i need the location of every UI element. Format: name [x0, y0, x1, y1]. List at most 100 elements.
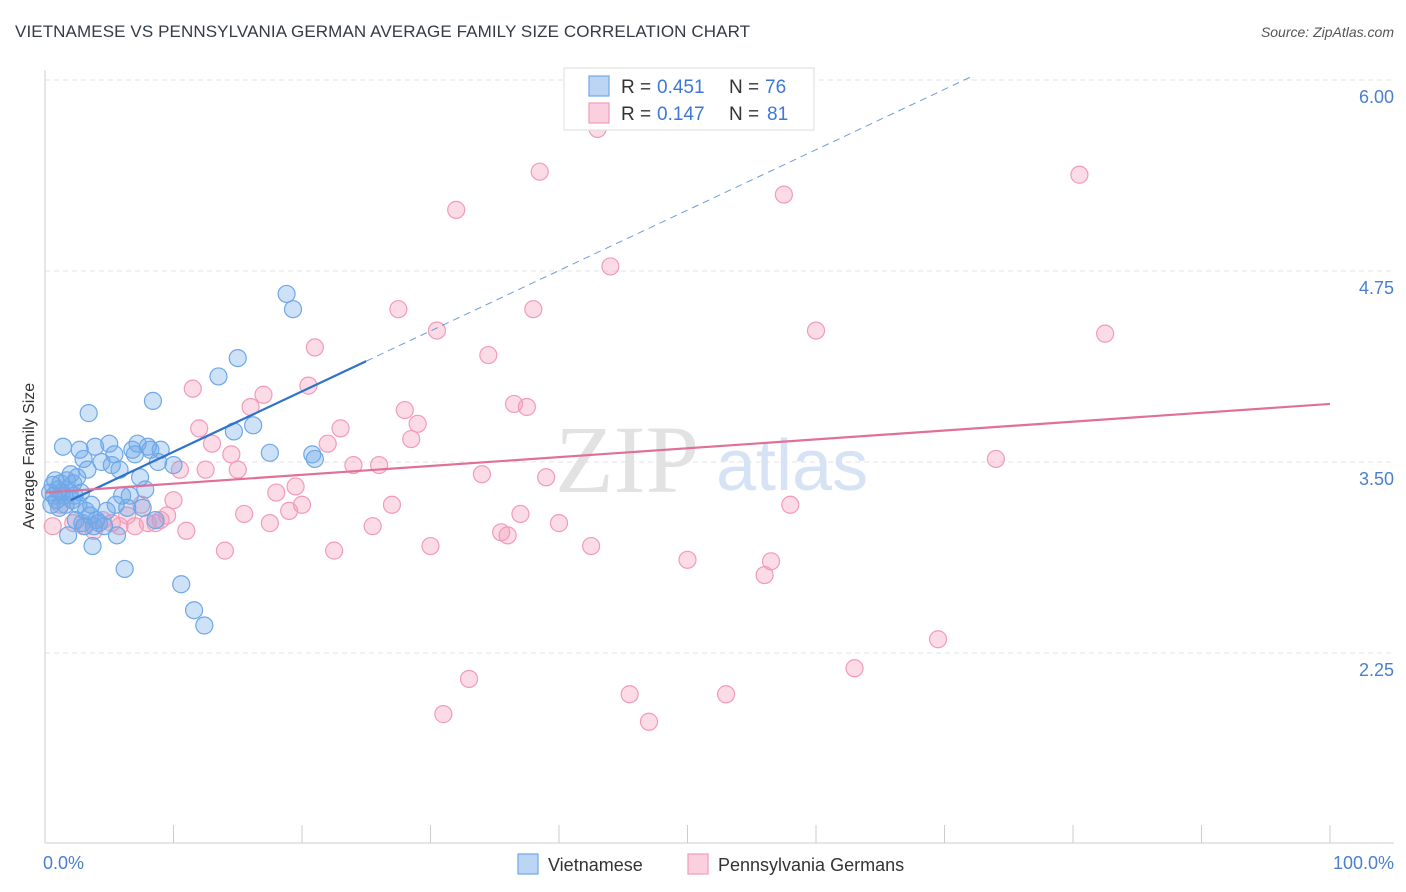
vietnamese-point-75 — [305, 449, 324, 469]
pennsylvania-point-66 — [639, 712, 659, 731]
pennsylvania-point-22 — [215, 541, 234, 560]
pennsylvania-point-64 — [601, 257, 620, 276]
pennsylvania-point-42 — [389, 300, 408, 319]
x-tick-label-max: 100.0% — [1333, 853, 1394, 873]
pennsylvania-point-31 — [286, 477, 305, 496]
vietnamese-point-29 — [78, 460, 97, 479]
pennsylvania-point-15 — [164, 491, 183, 510]
pennsylvania-point-35 — [318, 434, 337, 453]
source-label: Source: ZipAtlas.com — [1260, 24, 1394, 40]
pennsylvania-point-28 — [260, 514, 279, 533]
vietnamese-point-71 — [260, 443, 279, 462]
pennsylvania-point-44 — [402, 429, 421, 449]
pennsylvania-point-27 — [254, 385, 273, 404]
vietnamese-point-43 — [105, 445, 124, 464]
chart-title: VIETNAMESE VS PENNSYLVANIA GERMAN AVERAG… — [15, 22, 751, 41]
pennsylvania-point-49 — [447, 200, 466, 219]
pennsylvania-point-52 — [479, 345, 498, 365]
bottom-legend-swatch-pennsylvania — [687, 853, 709, 875]
pennsylvania-point-25 — [235, 504, 254, 524]
pennsylvania-point-72 — [781, 495, 800, 514]
pennsylvania-point-57 — [517, 397, 536, 417]
pennsylvania-point-77 — [1070, 165, 1089, 184]
vietnamese-point-44 — [106, 495, 125, 514]
vietnamese-point-69 — [228, 348, 247, 368]
vietnamese-point-21 — [68, 468, 87, 487]
legend-r-label-pennsylvania: R = — [621, 104, 651, 125]
vietnamese-point-48 — [115, 559, 134, 579]
pennsylvania-point-58 — [524, 300, 543, 319]
vietnamese-point-35 — [86, 437, 105, 456]
pennsylvania-point-34 — [305, 338, 324, 357]
trendlines — [44, 74, 1331, 502]
vietnamese-point-63 — [164, 455, 183, 475]
pennsylvania-point-51 — [472, 465, 491, 484]
legend-swatch-vietnamese — [588, 75, 610, 97]
pennsylvania-point-60 — [537, 468, 556, 487]
pennsylvania-point-38 — [344, 455, 363, 475]
watermark: ZIP atlas — [555, 406, 868, 513]
bottom-legend-swatch-vietnamese — [517, 853, 539, 875]
trendline-pennsylvania — [44, 402, 1331, 494]
pennsylvania-point-48 — [434, 705, 453, 724]
legend-n-label-pennsylvania: N = — [729, 104, 759, 125]
vietnamese-point-73 — [283, 300, 303, 319]
pennsylvania-point-68 — [716, 685, 736, 704]
pennsylvania-point-76 — [986, 449, 1006, 469]
pennsylvania-point-37 — [331, 419, 350, 438]
x-tick-label-min: 0.0% — [43, 853, 84, 873]
y-tick-label-1: 3.50 — [1359, 469, 1394, 489]
pennsylvania-point-18 — [183, 379, 202, 398]
vietnamese-point-26 — [74, 449, 93, 469]
trendline-vietnamese-extension — [366, 74, 975, 362]
pennsylvania-point-39 — [363, 517, 382, 536]
bottom-legend: Vietnamese Pennsylvania Germans — [517, 853, 904, 875]
legend-r-value-vietnamese: 0.451 — [657, 77, 705, 98]
pennsylvania-point-65 — [620, 685, 639, 704]
vietnamese-point-10 — [53, 437, 73, 456]
pennsylvania-point-41 — [382, 495, 402, 514]
pennsylvania-point-43 — [395, 400, 414, 420]
watermark-atlas: atlas — [716, 426, 868, 506]
vietnamese-point-56 — [136, 480, 155, 499]
vietnamese-point-55 — [133, 498, 152, 517]
vietnamese-point-65 — [184, 601, 204, 620]
pennsylvania-point-0 — [43, 517, 62, 536]
grid-lines — [45, 79, 1394, 654]
axes — [44, 70, 1394, 844]
vietnamese-point-14 — [59, 526, 78, 545]
series-vietnamese — [41, 284, 324, 635]
bottom-legend-vietnamese: Vietnamese — [548, 855, 643, 875]
vietnamese-point-23 — [70, 440, 89, 459]
pennsylvania-point-36 — [325, 541, 344, 560]
legend-box: R = 0.451 N = 76 R = 0.147 N = 81 — [563, 67, 815, 131]
pennsylvania-point-20 — [196, 460, 215, 479]
pennsylvania-point-56 — [511, 504, 530, 524]
vietnamese-point-60 — [146, 510, 165, 530]
pennsylvania-point-47 — [427, 321, 447, 340]
legend-n-value-vietnamese: 76 — [765, 77, 786, 98]
pennsylvania-point-17 — [177, 521, 196, 540]
pennsylvania-point-62 — [582, 536, 601, 556]
y-tick-label-3: 6.00 — [1359, 87, 1394, 107]
pennsylvania-point-73 — [806, 321, 826, 340]
y-tick-labels: 2.25 3.50 4.75 6.00 — [1359, 87, 1394, 680]
legend-n-value-pennsylvania: 81 — [767, 104, 788, 125]
pennsylvania-point-21 — [202, 434, 222, 453]
pennsylvania-point-46 — [421, 536, 440, 556]
vietnamese-point-40 — [97, 501, 116, 520]
pennsylvania-point-67 — [678, 550, 697, 569]
y-tick-label-0: 2.25 — [1359, 660, 1394, 680]
vietnamese-point-50 — [120, 486, 139, 505]
pennsylvania-point-75 — [928, 630, 948, 649]
vietnamese-point-39 — [95, 517, 114, 536]
pennsylvania-point-71 — [774, 185, 793, 204]
trendline-vietnamese — [70, 360, 367, 502]
pennsylvania-point-14 — [157, 506, 177, 525]
legend-r-value-pennsylvania: 0.147 — [657, 104, 705, 125]
pennsylvania-point-50 — [459, 669, 479, 689]
pennsylvania-point-45 — [408, 414, 427, 433]
pennsylvania-point-29 — [267, 483, 286, 502]
watermark-zip: ZIP — [555, 406, 699, 513]
